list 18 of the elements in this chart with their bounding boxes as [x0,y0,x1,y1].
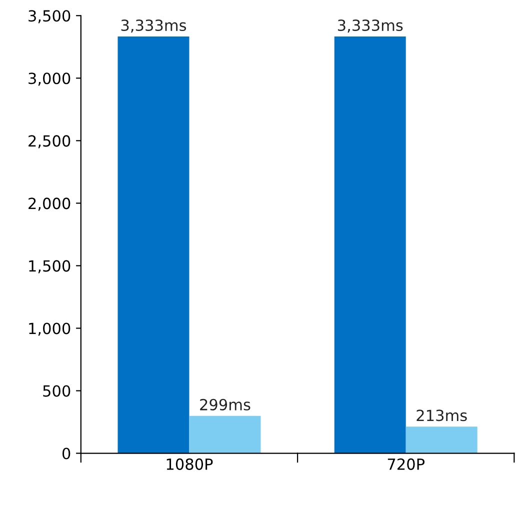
bar [334,36,406,454]
bar [118,36,190,454]
y-tick-label: 1,000 [29,322,70,336]
data-label: 3,333ms [338,19,403,33]
y-tick-label: 0 [62,448,70,460]
x-tick-label: 1080P [166,458,213,470]
y-tick-label: 1,500 [29,260,70,274]
x-tick-label: 720P [388,458,425,470]
y-tick-label: 500 [43,385,70,397]
bar [406,426,478,454]
data-label: 3,333ms [121,19,186,33]
y-tick-label: 2,000 [28,198,70,211]
data-label: 213ms [416,410,467,422]
y-tick-label: 3,500 [28,10,70,24]
y-tick-label: 3,000 [28,72,70,86]
bar [189,416,261,454]
data-label: 299ms [200,398,250,410]
y-tick-label: 2,500 [28,135,70,148]
